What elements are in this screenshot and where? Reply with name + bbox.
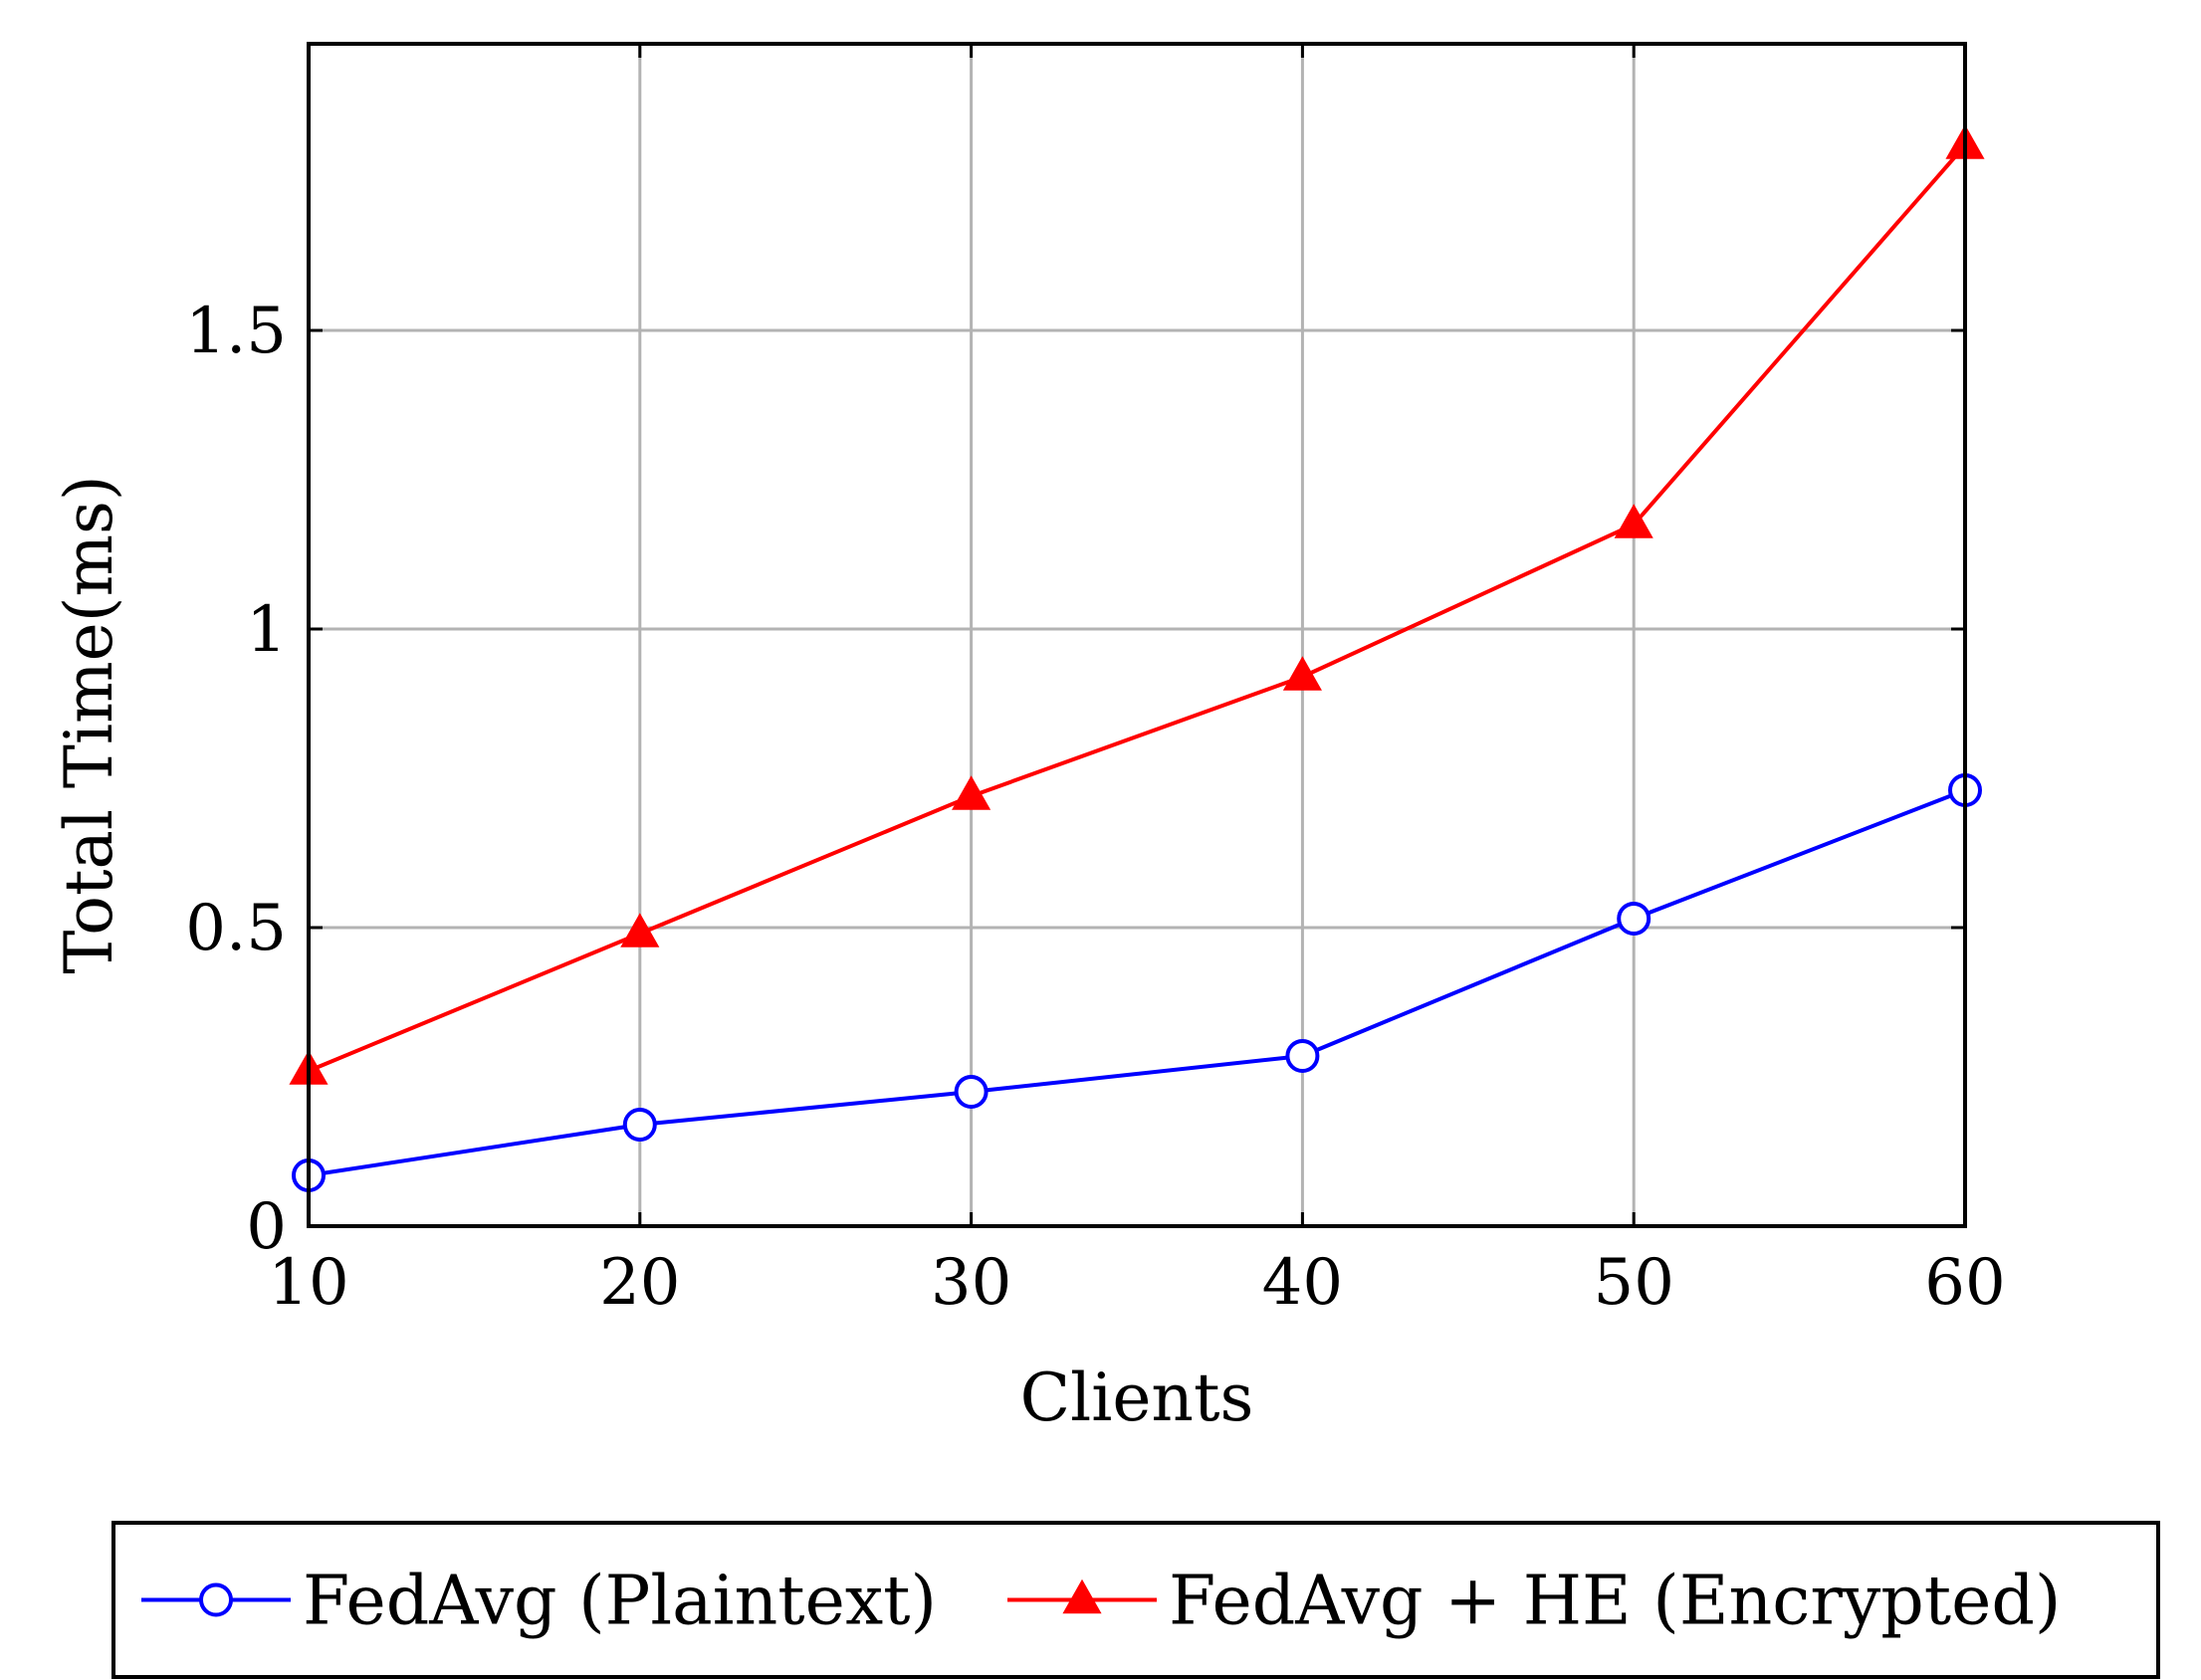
data-point xyxy=(1617,902,1651,936)
legend-marker xyxy=(199,1582,233,1617)
legend-marker xyxy=(1062,1578,1102,1614)
data-point xyxy=(1614,504,1653,538)
series-1 xyxy=(292,773,1982,1192)
legend-item: FedAvg (Plaintext) xyxy=(141,1563,937,1641)
x-axis-label: Clients xyxy=(1020,1360,1254,1436)
series-line xyxy=(308,143,1967,1073)
data-point xyxy=(1285,1039,1320,1073)
y-tick-label: 0.5 xyxy=(185,892,287,965)
data-point xyxy=(954,1075,989,1109)
legend-label: FedAvg + HE (Encrypted) xyxy=(1169,1563,2061,1641)
x-tick-label: 40 xyxy=(1262,1246,1343,1320)
x-tick-label: 60 xyxy=(1924,1246,2005,1320)
y-tick-label: 1 xyxy=(246,593,287,667)
data-point xyxy=(1282,656,1322,691)
data-point xyxy=(952,775,991,810)
legend-label: FedAvg (Plaintext) xyxy=(303,1563,937,1641)
grid xyxy=(307,44,1967,1228)
x-tick-label: 10 xyxy=(268,1246,348,1320)
x-tick-label: 30 xyxy=(931,1246,1011,1320)
y-tick-label: 1.5 xyxy=(185,295,287,368)
legend: FedAvg (Plaintext) FedAvg + HE (Encrypted… xyxy=(111,1521,2160,1679)
tick-labels: 10 20 30 40 50 60 0 0.5 1 1.5 xyxy=(185,44,2006,1320)
series-layer xyxy=(289,124,1985,1192)
series-2 xyxy=(289,124,1985,1085)
data-point xyxy=(620,913,660,947)
legend-items: FedAvg (Plaintext) FedAvg + HE (Encrypted… xyxy=(141,1563,2061,1641)
series-line xyxy=(308,788,1966,1177)
x-tick-label: 50 xyxy=(1593,1246,1673,1320)
data-point xyxy=(622,1108,657,1142)
x-tick-label: 20 xyxy=(599,1246,680,1320)
legend-item: FedAvg + HE (Encrypted) xyxy=(1007,1563,2061,1641)
y-axis-label: Total Time(ms) xyxy=(51,475,127,973)
plot-frame xyxy=(307,42,1967,1228)
y-tick-label: 0 xyxy=(246,1190,287,1264)
